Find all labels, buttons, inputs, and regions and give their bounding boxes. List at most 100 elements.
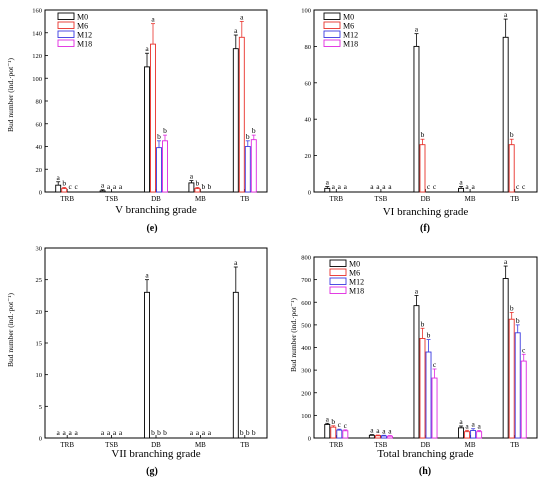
- significance-letter: a: [465, 421, 469, 430]
- y-tick-label: 20: [36, 309, 43, 316]
- y-axis-label: Bud number (ind.·pot⁻¹): [6, 58, 15, 132]
- x-tick-label: TB: [240, 441, 249, 449]
- y-tick-label: 700: [301, 277, 311, 284]
- legend-label: M18: [343, 40, 358, 49]
- x-tick-label: MB: [195, 195, 206, 203]
- significance-letter: a: [234, 258, 238, 267]
- legend-label: M0: [77, 13, 88, 22]
- legend-swatch: [329, 286, 347, 294]
- legend-swatch: [323, 21, 341, 29]
- significance-letter: a: [415, 286, 419, 295]
- significance-letter: a: [338, 182, 342, 191]
- y-tick-label: 80: [36, 99, 43, 106]
- y-tick-label: 120: [32, 53, 42, 60]
- significance-letter: b: [421, 319, 425, 328]
- chart-title: Total branching grade: [377, 448, 473, 460]
- y-tick-label: 400: [301, 345, 311, 352]
- significance-letter: a: [370, 426, 374, 435]
- bar: [380, 435, 387, 439]
- significance-letter: a: [326, 414, 330, 423]
- significance-letter: a: [504, 257, 508, 266]
- bar: [419, 338, 426, 439]
- legend-swatch: [57, 12, 75, 20]
- y-tick-label: 100: [32, 76, 42, 83]
- significance-letter: a: [388, 427, 392, 436]
- legend-swatch: [323, 30, 341, 38]
- x-tick-label: TRB: [329, 441, 343, 449]
- y-tick-label: 0: [308, 436, 311, 443]
- significance-letter: a: [382, 182, 386, 191]
- y-tick-label: 0: [39, 436, 42, 443]
- significance-letter: a: [113, 428, 117, 437]
- legend-label: M6: [349, 269, 360, 278]
- significance-letter: a: [190, 172, 194, 181]
- significance-letter: a: [196, 428, 200, 437]
- significance-letter: a: [101, 428, 105, 437]
- legend-label: M12: [349, 278, 364, 287]
- significance-letter: c: [433, 360, 437, 369]
- x-tick-label: TSB: [374, 195, 387, 203]
- significance-letter: a: [151, 15, 155, 24]
- x-tick-label: TRB: [329, 195, 343, 203]
- legend-swatch: [329, 259, 347, 267]
- bar: [413, 305, 420, 439]
- significance-letter: a: [190, 428, 194, 437]
- bar: [150, 43, 156, 193]
- bar: [470, 430, 477, 439]
- y-tick-label: 500: [301, 322, 311, 329]
- significance-letter: c: [522, 182, 526, 191]
- significance-letter: b: [252, 428, 256, 437]
- legend-swatch: [323, 12, 341, 20]
- x-tick-label: MB: [465, 441, 476, 449]
- significance-letter: a: [459, 417, 463, 426]
- significance-letter: c: [338, 420, 342, 429]
- y-tick-label: 60: [36, 121, 43, 128]
- x-tick-label: DB: [421, 441, 431, 449]
- significance-letter: b: [331, 417, 335, 426]
- legend-label: M12: [77, 31, 92, 40]
- significance-letter: b: [151, 428, 155, 437]
- significance-letter: a: [75, 428, 79, 437]
- significance-letter: a: [388, 182, 392, 191]
- significance-letter: b: [163, 428, 167, 437]
- x-tick-label: TSB: [105, 441, 118, 449]
- legend-label: M18: [349, 287, 364, 296]
- bar: [508, 318, 515, 439]
- significance-letter: a: [69, 428, 73, 437]
- significance-letter: a: [471, 182, 475, 191]
- significance-letter: b: [252, 126, 256, 135]
- bar: [232, 291, 239, 439]
- y-tick-label: 0: [308, 190, 311, 197]
- significance-letter: a: [332, 182, 336, 191]
- bar: [244, 146, 251, 193]
- y-tick-label: 160: [32, 8, 42, 15]
- y-tick-label: 20: [305, 153, 312, 160]
- significance-letter: b: [196, 178, 200, 187]
- significance-letter: a: [344, 182, 348, 191]
- significance-letter: a: [477, 422, 481, 431]
- significance-letter: b: [157, 132, 161, 141]
- significance-letter: a: [119, 182, 123, 191]
- x-tick-label: MB: [195, 441, 206, 449]
- y-tick-label: 140: [32, 30, 42, 37]
- y-tick-label: 600: [301, 300, 311, 307]
- significance-letter: a: [63, 428, 67, 437]
- y-tick-label: 25: [36, 277, 43, 284]
- y-tick-label: 60: [305, 80, 312, 87]
- legend-swatch: [57, 30, 75, 38]
- bar: [502, 36, 509, 193]
- legend-swatch: [323, 39, 341, 47]
- chart-title: V branching grade: [115, 204, 197, 216]
- x-tick-label: TB: [510, 441, 519, 449]
- significance-letter: a: [113, 182, 117, 191]
- significance-letter: b: [427, 331, 431, 340]
- y-tick-label: 40: [305, 117, 312, 124]
- chart-title: VII branching grade: [111, 448, 200, 460]
- legend-swatch: [57, 39, 75, 47]
- y-tick-label: 20: [36, 167, 43, 174]
- significance-letter: a: [119, 428, 123, 437]
- y-tick-label: 200: [301, 390, 311, 397]
